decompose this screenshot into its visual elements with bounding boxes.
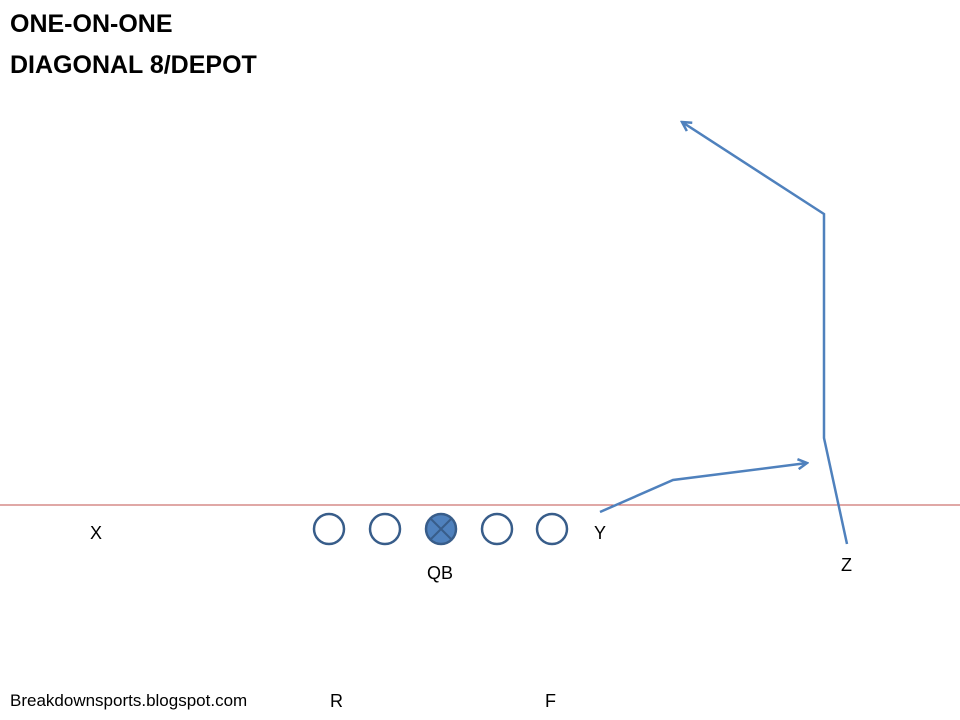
player-f-label: F [545, 691, 556, 711]
play-title-line2: DIAGONAL 8/DEPOT [10, 51, 257, 79]
y-route-arrow [599, 463, 807, 514]
player-x-label: X [90, 523, 103, 543]
left-tackle [312, 512, 346, 546]
right-tackle [535, 512, 569, 546]
player-z-label: Z [841, 555, 852, 575]
player-qb-label: QB [427, 563, 454, 583]
player-r-label: R [330, 691, 343, 711]
right-guard [480, 512, 514, 546]
play-title-line1: ONE-ON-ONE [10, 10, 173, 38]
left-guard [368, 512, 402, 546]
z-route-arrow [682, 122, 849, 545]
center-lineman [424, 512, 458, 546]
site-credit: Breakdownsports.blogspot.com [10, 691, 248, 710]
player-y-label: Y [594, 523, 607, 543]
